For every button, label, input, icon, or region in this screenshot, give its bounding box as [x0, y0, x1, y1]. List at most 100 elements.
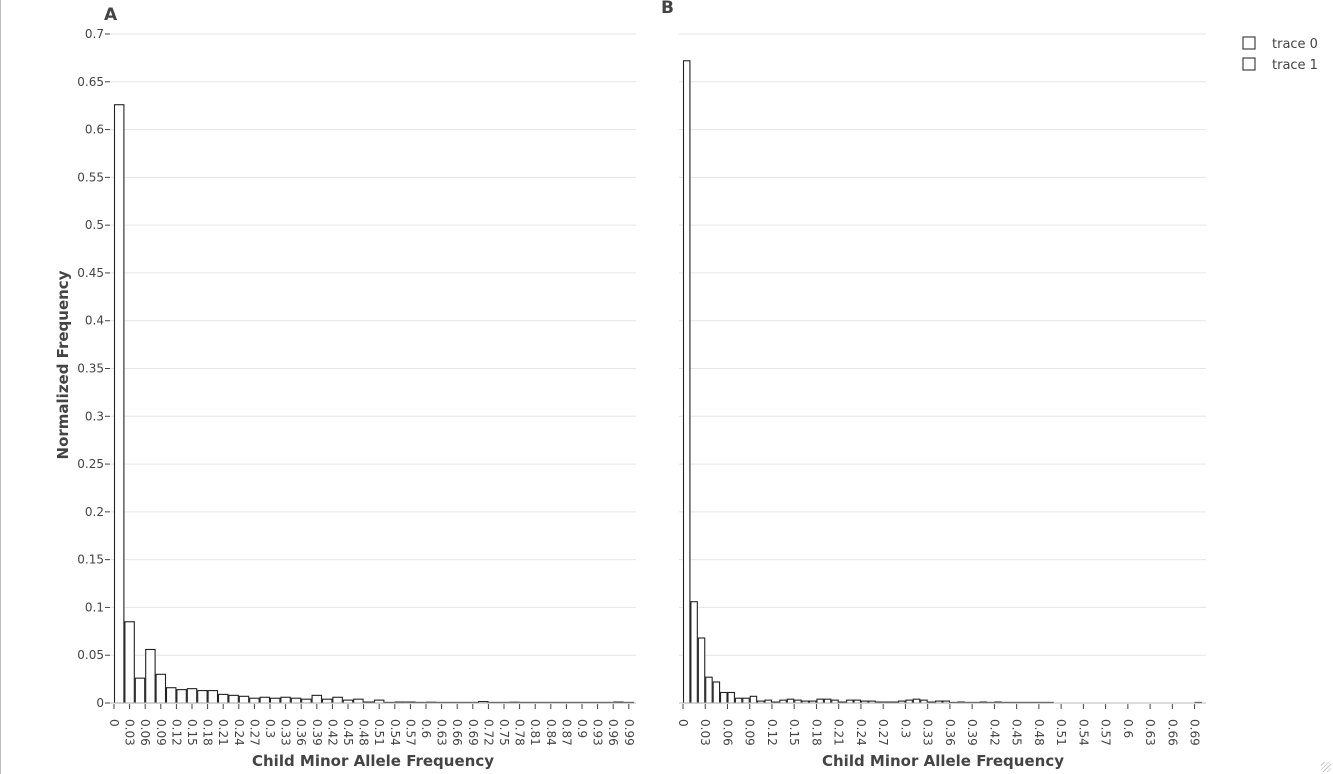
x-tick-label: 0.24	[232, 719, 246, 746]
y-tick-label: 0.45	[77, 266, 104, 280]
histogram-bar	[720, 691, 728, 704]
histogram-bar	[249, 697, 260, 704]
histogram-bar	[113, 104, 125, 704]
histogram-bar	[727, 691, 735, 704]
x-tick-label: 0.96	[606, 719, 620, 746]
x-tick-label: 0.54	[388, 719, 402, 746]
x-tick-label: 0.12	[169, 719, 183, 746]
y-tick-label: 0.65	[77, 75, 104, 89]
x-tick-label: 0.15	[185, 719, 199, 746]
panel-a-y-axis: 0 0.05 0.1 0.15 0.2 0.25 0.3 0.35 0.4 0.45 0.5 0.55…	[77, 27, 110, 710]
x-tick-label: 0.15	[787, 719, 801, 746]
x-tick-label: 0.63	[435, 719, 449, 746]
x-tick-label: 0.51	[372, 719, 386, 746]
histogram-bar	[259, 696, 271, 704]
x-tick-label: 0	[107, 719, 121, 727]
y-tick-label: 0.15	[77, 553, 104, 567]
y-axis-title: Normalized Frequency	[54, 270, 72, 459]
panel-b-bars	[682, 60, 1203, 704]
x-tick-label: 0.33	[279, 719, 293, 746]
histogram-bar	[290, 697, 302, 704]
legend-item-trace-0[interactable]: trace 0	[1242, 36, 1318, 52]
y-tick-label: 0.1	[85, 600, 104, 614]
legend-label-trace-0[interactable]: trace 0	[1272, 37, 1318, 52]
histogram-bar	[912, 698, 921, 704]
histogram-bar	[321, 698, 333, 704]
y-tick-label: 0.5	[85, 218, 104, 232]
x-tick-label: 0.18	[809, 719, 823, 746]
histogram-bar	[311, 694, 323, 704]
y-tick-label: 0.55	[77, 170, 104, 184]
panel-b-x-axis-title: Child Minor Allele Frequency	[822, 752, 1064, 770]
histogram-bar	[280, 696, 291, 704]
x-tick-label: 0.54	[1076, 719, 1090, 746]
y-tick-label: 0.05	[77, 648, 104, 662]
y-tick-label: 0.25	[77, 457, 104, 471]
legend-item-trace-1[interactable]: trace 1	[1242, 57, 1318, 73]
x-tick-label: 0.36	[943, 719, 957, 746]
x-tick-label: 0.39	[310, 719, 324, 746]
x-tick-label: 0.78	[513, 719, 527, 746]
histogram-bar	[124, 621, 135, 704]
histogram-bar	[734, 697, 743, 704]
panel-b-x-axis: 0 0.03 0.06 0.09 0.12 0.15 0.18 0.21 0.24 0.27 0.3…	[676, 702, 1206, 746]
x-tick-label: 0.42	[987, 719, 1001, 746]
x-tick-label: 0.63	[1143, 719, 1157, 746]
x-tick-label: 0.6	[1121, 719, 1135, 738]
x-tick-label: 0.57	[1099, 719, 1113, 746]
histogram-bar	[269, 697, 281, 704]
x-tick-label: 0.69	[1188, 719, 1202, 746]
panel-b: 0 0.03 0.06 0.09 0.12 0.15 0.18 0.21 0.24 0.27 0.3…	[661, 0, 1206, 770]
x-tick-label: 0.09	[743, 719, 757, 746]
x-tick-label: 0.03	[698, 719, 712, 746]
legend-swatch-trace-1[interactable]	[1242, 57, 1256, 71]
legend-label-trace-1[interactable]: trace 1	[1272, 58, 1318, 73]
histogram-bar	[705, 676, 713, 704]
x-tick-label: 0.99	[622, 719, 636, 746]
x-tick-label: 0.66	[450, 719, 464, 746]
histogram-bar	[697, 637, 706, 704]
histogram-bar	[186, 688, 198, 704]
histogram-bar	[228, 694, 239, 704]
x-tick-label: 0.21	[216, 719, 230, 746]
x-tick-label: 0.36	[294, 719, 308, 746]
panel-a: 0 0.05 0.1 0.15 0.2 0.25 0.3 0.35 0.4 0.45 0.5 0.55…	[54, 5, 636, 770]
x-tick-label: 0.72	[481, 719, 495, 746]
histogram-bar	[155, 673, 167, 704]
x-tick-label: 0.75	[497, 719, 511, 746]
x-tick-label: 0.87	[559, 719, 573, 746]
histogram-bar	[217, 693, 229, 704]
x-tick-label: 0.84	[544, 719, 558, 746]
x-tick-label: 0.51	[1054, 719, 1068, 746]
x-tick-label: 0.69	[466, 719, 480, 746]
panel-b-gridlines	[679, 33, 1206, 656]
histogram-bar	[197, 690, 208, 704]
y-tick-label: 0.3	[85, 409, 104, 423]
x-tick-label: 0.27	[876, 719, 890, 746]
y-tick-label: 0.4	[85, 314, 104, 328]
panel-a-gridlines	[110, 33, 636, 656]
x-tick-label: 0.09	[154, 719, 168, 746]
y-tick-label: 0.2	[85, 505, 104, 519]
x-tick-label: 0.06	[138, 719, 152, 746]
panel-b-label: B	[661, 0, 674, 18]
y-tick-label: 0.6	[85, 123, 104, 137]
x-tick-label: 0.3	[898, 719, 912, 738]
histogram-bar	[823, 698, 832, 704]
resize-grip[interactable]	[1321, 762, 1331, 772]
x-tick-label: 0.24	[854, 719, 868, 746]
x-tick-label: 0.48	[357, 719, 371, 746]
panel-a-label: A	[104, 5, 118, 25]
window-left-border	[0, 0, 1, 774]
legend-swatch-trace-0[interactable]	[1242, 36, 1256, 50]
x-tick-label: 0.57	[403, 719, 417, 746]
x-tick-label: 0	[676, 719, 690, 727]
panel-a-x-axis-title: Child Minor Allele Frequency	[252, 752, 494, 770]
y-tick-label: 0.7	[85, 27, 104, 41]
x-tick-label: 0.3	[263, 719, 277, 738]
x-tick-label: 0.06	[720, 719, 734, 746]
histogram-bar	[301, 698, 312, 704]
x-tick-label: 0.27	[247, 719, 261, 746]
histogram-bar	[682, 60, 691, 704]
